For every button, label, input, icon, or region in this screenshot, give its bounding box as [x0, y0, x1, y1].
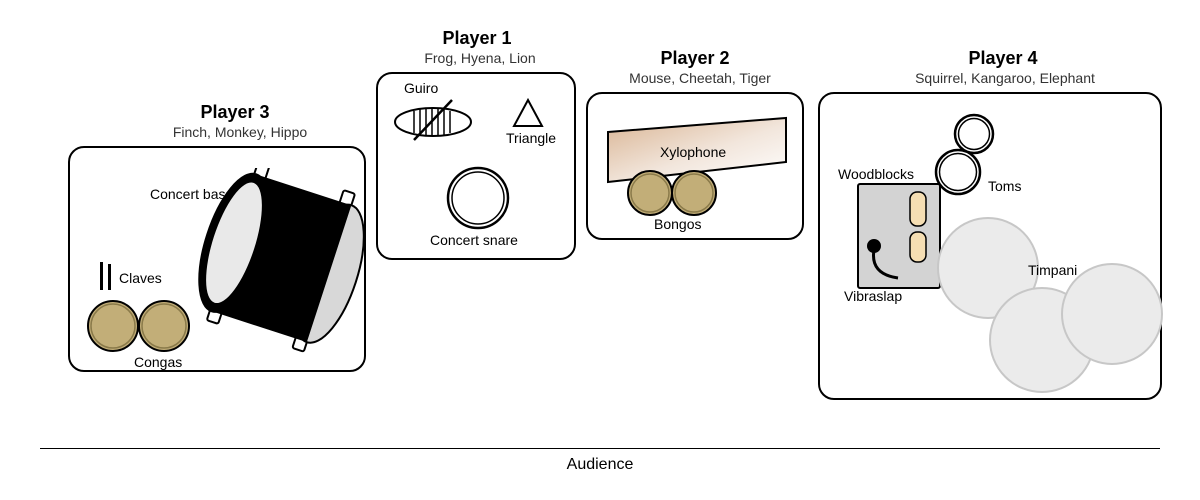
congas-icon: [86, 298, 196, 354]
player2-subtitle: Mouse, Cheetah, Tiger: [615, 70, 785, 86]
percussion-layout-diagram: Player 3 Finch, Monkey, Hippo Concert ba…: [0, 0, 1200, 500]
bongos-label: Bongos: [654, 216, 701, 232]
concert-snare-label: Concert snare: [430, 232, 518, 248]
triangle-icon: [510, 96, 546, 130]
timpani-icon: [932, 206, 1164, 396]
guiro-label: Guiro: [404, 80, 438, 96]
guiro-icon: [388, 96, 478, 144]
claves-label: Claves: [119, 270, 162, 286]
woodblock-vibraslap-icon: [856, 182, 942, 292]
audience-divider: [40, 448, 1160, 449]
congas-label: Congas: [134, 354, 182, 370]
concert-bass-label: Concert bass: [150, 186, 232, 202]
audience-label: Audience: [0, 456, 1200, 474]
player3-title: Player 3: [190, 102, 280, 123]
player3-subtitle: Finch, Monkey, Hippo: [160, 124, 320, 140]
bongos-icon: [626, 168, 722, 218]
player1-title: Player 1: [432, 28, 522, 49]
player2-title: Player 2: [650, 48, 740, 69]
player4-title: Player 4: [958, 48, 1048, 69]
woodblocks-label: Woodblocks: [838, 166, 914, 182]
timpani-label: Timpani: [1028, 262, 1077, 278]
concert-snare-icon: [444, 164, 512, 232]
toms-label: Toms: [988, 178, 1021, 194]
triangle-label: Triangle: [506, 130, 556, 146]
player4-subtitle: Squirrel, Kangaroo, Elephant: [900, 70, 1110, 86]
player1-subtitle: Frog, Hyena, Lion: [405, 50, 555, 66]
vibraslap-label: Vibraslap: [844, 288, 902, 304]
claves-icon: [96, 262, 116, 292]
xylophone-label: Xylophone: [660, 144, 726, 160]
